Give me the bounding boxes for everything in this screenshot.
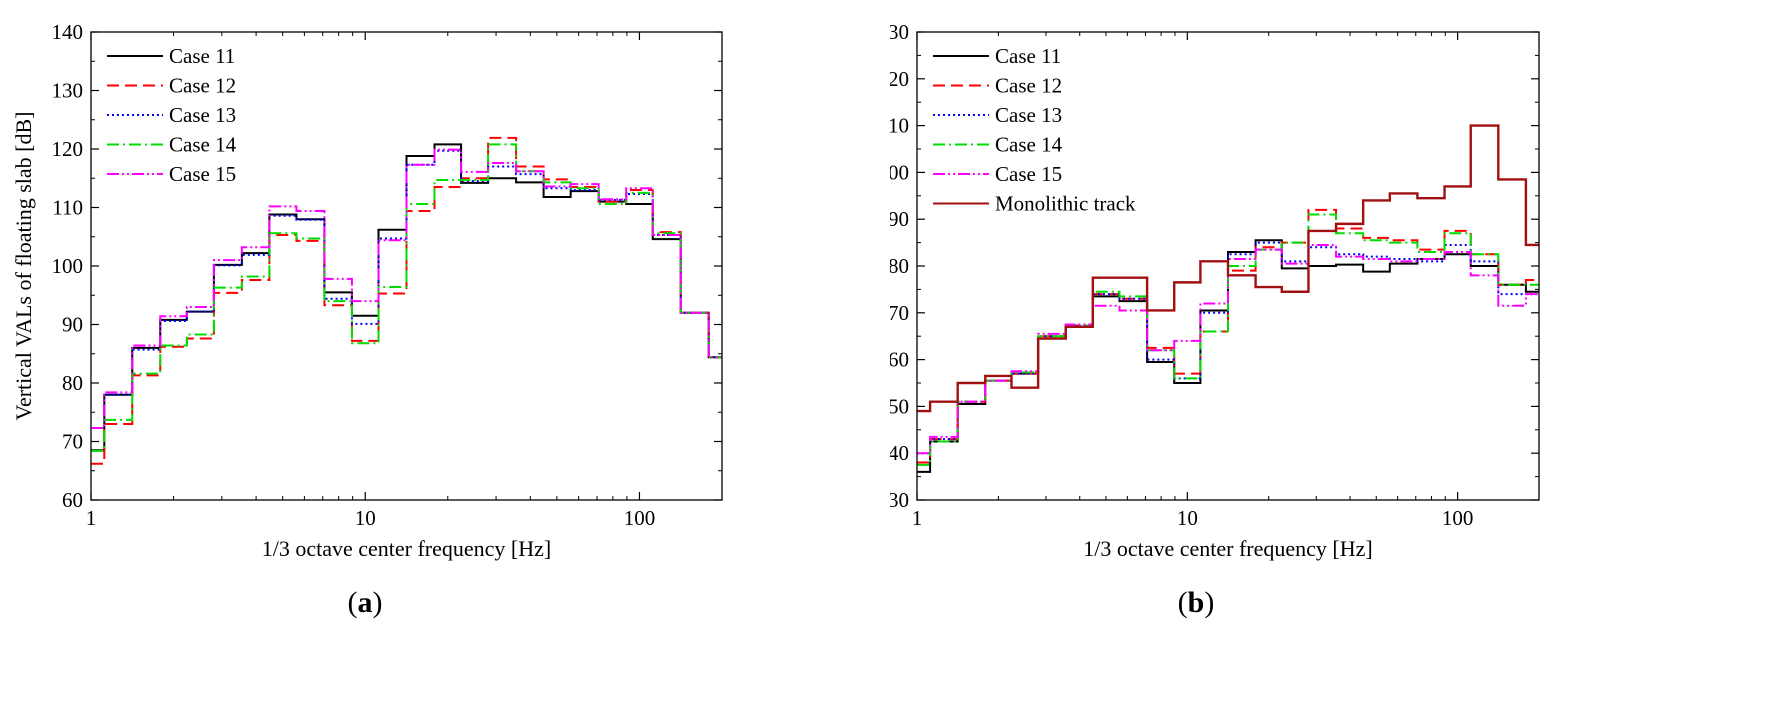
chart-b-series [917, 124, 1539, 473]
y-tick-label: 130 [890, 20, 909, 44]
legend-label: Case 14 [169, 133, 237, 157]
x-axis-title: 1/3 octave center frequency [Hz] [262, 536, 552, 561]
x-tick-label: 1 [912, 506, 923, 530]
y-tick-label: 90 [62, 313, 83, 337]
x-tick-label: 10 [1177, 506, 1198, 530]
legend-label: Case 14 [995, 133, 1063, 157]
y-tick-label: 40 [890, 441, 909, 465]
y-tick-label: 60 [62, 488, 83, 512]
y-tick-label: 30 [890, 488, 909, 512]
x-tick-label: 100 [624, 506, 656, 530]
series-line-case-15 [91, 148, 722, 430]
y-tick-label: 80 [890, 254, 909, 278]
x-tick-label: 1 [86, 506, 97, 530]
legend-label: Case 13 [995, 103, 1062, 127]
x-axis-title: 1/3 octave center frequency [Hz] [1083, 536, 1373, 561]
x-tick-label: 100 [1442, 506, 1474, 530]
plot-frame [916, 31, 1540, 501]
legend-label: Monolithic track [995, 192, 1136, 216]
chart-a-series [91, 136, 722, 465]
legend-label: Case 13 [169, 103, 236, 127]
y-tick-label: 140 [52, 20, 84, 44]
panel-b-label: (b) [1178, 586, 1215, 619]
panel-a-label: (a) [348, 586, 383, 619]
y-tick-label: 70 [890, 301, 909, 325]
x-tick-label: 10 [355, 506, 376, 530]
series-line-monolithic-track [917, 124, 1539, 413]
y-tick-label: 80 [62, 371, 83, 395]
y-tick-label: 110 [52, 196, 83, 220]
y-tick-label: 60 [890, 348, 909, 372]
chart-b-svg: (b) 304050607080901001101201301101001/3 … [890, 20, 1540, 619]
plot-frame [90, 31, 723, 501]
series-line-case-11 [91, 143, 722, 452]
chart-panel-a: (a) 60 70 80 90 100 110 120 130 140 1 10 100 1/3 oct… [0, 0, 890, 728]
y-tick-label: 100 [52, 254, 84, 278]
y-tick-label: 90 [890, 207, 909, 231]
y-axis-title: Vertical VALs of floating slab [dB] [11, 112, 36, 421]
legend-label: Case 11 [169, 44, 235, 68]
legend-label: Case 15 [995, 162, 1062, 186]
chart-panel-b: (b) 304050607080901001101201301101001/3 … [890, 0, 1780, 728]
legend-label: Case 11 [995, 44, 1061, 68]
legend-a: Case 11 Case 12 Case 13 Case 14 Case 15 [107, 44, 237, 186]
y-tick-label: 110 [890, 114, 909, 138]
series-line-case-15 [917, 243, 1539, 455]
y-tick-label: 120 [52, 137, 84, 161]
y-tick-label: 50 [890, 394, 909, 418]
y-tick-label: 130 [52, 79, 84, 103]
chart-b-axes: 304050607080901001101201301101001/3 octa… [890, 20, 1539, 561]
y-tick-label: 70 [62, 430, 83, 454]
series-line-case-12 [917, 208, 1539, 464]
legend-b: Case 11 Case 12 Case 13 Case 14 Case 15 Monol… [933, 44, 1136, 216]
y-tick-label: 100 [890, 160, 909, 184]
legend-label: Case 15 [169, 162, 236, 186]
legend-label: Case 12 [169, 74, 236, 98]
legend-label: Case 12 [995, 74, 1062, 98]
y-tick-label: 120 [890, 67, 909, 91]
